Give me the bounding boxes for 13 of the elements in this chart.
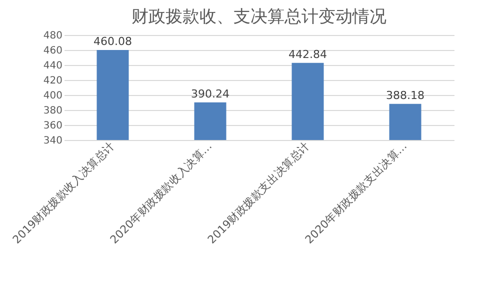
data-label: 460.08: [94, 34, 132, 48]
y-tick-label: 460: [43, 46, 62, 56]
data-label: 388.18: [386, 88, 424, 102]
y-tick-label: 480: [43, 30, 62, 42]
data-label: 442.84: [288, 48, 327, 61]
y-tick-label: 380: [43, 106, 62, 116]
chart-title: 财政拨款收、支决算总计变动情况: [132, 7, 386, 27]
y-tick-label: 420: [43, 76, 62, 86]
y-tick-label: 360: [43, 120, 62, 132]
data-label: 390.24: [191, 87, 230, 100]
y-tick-label: 400: [43, 90, 62, 102]
y-tick-label: 440: [43, 60, 62, 72]
y-tick-label: 340: [43, 136, 62, 146]
